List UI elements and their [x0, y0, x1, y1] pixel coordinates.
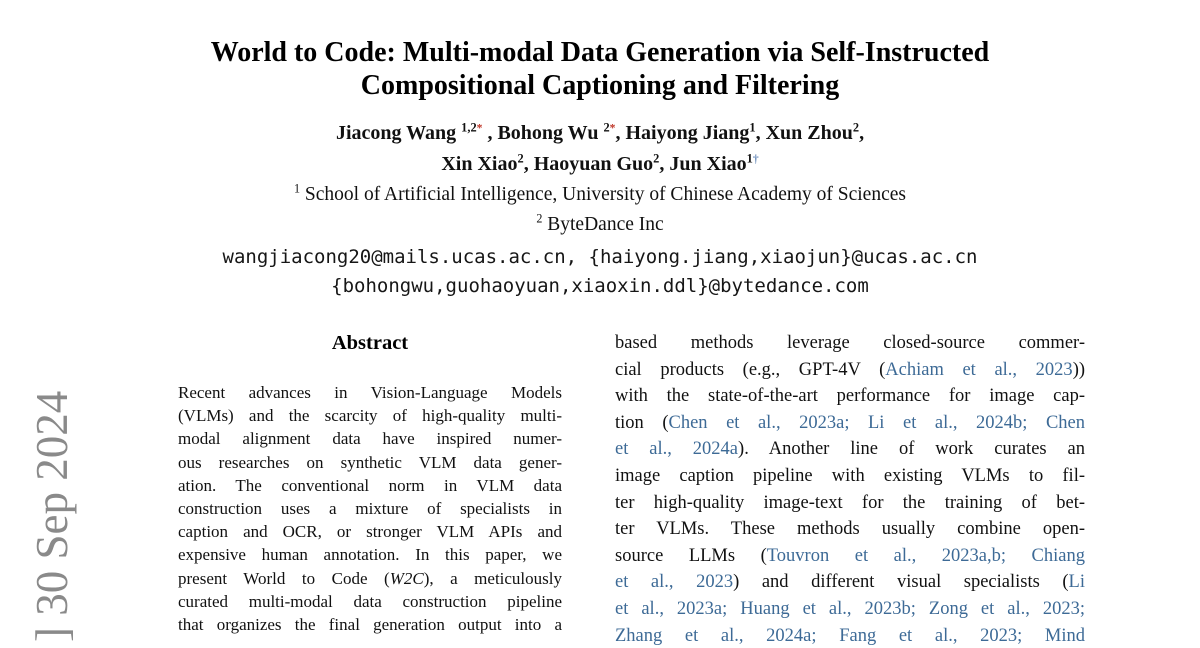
text-segment: Jiacong Wang	[335, 122, 462, 144]
citation-link[interactable]: et al., 2024a	[615, 439, 739, 460]
superscript-marker: 1	[293, 181, 301, 196]
paper-header: World to Code: Multi-modal Data Generati…	[0, 36, 1200, 300]
text-line: expensive human annotation. In this pape…	[178, 543, 562, 566]
text-segment: present World to Code (	[178, 568, 390, 588]
text-line: et al., 2023) and different visual speci…	[615, 569, 1085, 596]
citation-link[interactable]: Zhang et al., 2024a; Fang et al., 2023; …	[615, 625, 1085, 646]
email-line-1: wangjiacong20@mails.ucas.ac.cn, {haiyong…	[222, 246, 978, 268]
citation-link[interactable]: Li	[1068, 572, 1085, 593]
text-segment: ter high-quality image-text for the trai…	[615, 492, 1085, 513]
text-line: ter VLMs. These methods usually combine …	[615, 516, 1085, 543]
text-segment: source LLMs (	[615, 545, 767, 566]
text-line: et al., 2024a). Another line of work cur…	[615, 436, 1085, 463]
text-line: 2 ByteDance Inc	[0, 210, 1200, 240]
text-line: Xin Xiao2, Haoyuan Guo2, Jun Xiao1†	[0, 149, 1200, 180]
text-line: modal alignment data have inspired numer…	[178, 427, 562, 450]
text-line: image caption pipeline with existing VLM…	[615, 463, 1085, 490]
citation-link[interactable]: Touvron et al., 2023a,b; Chiang	[766, 545, 1085, 566]
introduction-column: based methods leverage closed-source com…	[615, 330, 1085, 648]
text-line: (VLMs) and the scarcity of high-quality …	[178, 404, 562, 427]
text-segment: tion (	[615, 412, 669, 433]
arxiv-date-watermark: ] 30 Sep 2024	[27, 390, 77, 642]
italic-text: W2C	[389, 568, 424, 588]
paper-title: World to Code: Multi-modal Data Generati…	[0, 36, 1200, 102]
text-segment: , Xun Zhou	[755, 122, 853, 144]
text-line: present World to Code (W2C), a meticulou…	[178, 567, 562, 590]
paper-title-line-2: Compositional Captioning and Filtering	[360, 70, 840, 101]
text-segment: construction uses a mixture of specialis…	[178, 499, 562, 519]
text-segment: (VLMs) and the scarcity of high-quality …	[178, 406, 562, 426]
text-segment: , Haiyong Jiang	[615, 122, 750, 144]
superscript-marker: 2	[653, 151, 660, 166]
superscript-marker: 2	[603, 120, 610, 135]
superscript-marker: 1	[746, 151, 753, 166]
superscript-marker: 2	[852, 120, 860, 135]
text-segment: ByteDance Inc	[542, 213, 664, 235]
superscript-marker: 2	[517, 151, 524, 166]
text-segment: ), a meticulously	[423, 568, 562, 588]
superscript-marker: 2	[536, 211, 543, 225]
text-segment: Xin Xiao	[441, 153, 518, 175]
text-line: ter high-quality image-text for the trai…	[615, 490, 1085, 517]
footnote-asterisk: *	[476, 121, 483, 135]
citation-link[interactable]: Chen et al., 2023a; Li et al., 2024b; Ch…	[668, 412, 1085, 433]
text-segment: , Jun Xiao	[659, 153, 747, 175]
paper-title-line-1: World to Code: Multi-modal Data Generati…	[210, 37, 990, 68]
text-line: Jiacong Wang 1,2* , Bohong Wu 2*, Haiyon…	[0, 118, 1200, 149]
text-line: et al., 2023a; Huang et al., 2023b; Zong…	[615, 596, 1085, 623]
text-segment: , Haoyuan Guo	[523, 153, 654, 175]
email-block: wangjiacong20@mails.ucas.ac.cn, {haiyong…	[0, 243, 1200, 300]
text-segment: expensive human annotation. In this pape…	[178, 545, 562, 565]
text-line: 1 School of Artificial Intelligence, Uni…	[0, 180, 1200, 210]
citation-link[interactable]: Achiam et al., 2023	[885, 359, 1073, 380]
text-segment: based methods leverage closed-source com…	[615, 333, 1085, 353]
text-line: Recent advances in Vision-Language Model…	[178, 381, 562, 404]
text-segment: School of Artificial Intelligence, Unive…	[300, 184, 906, 205]
text-segment: cial products (e.g., GPT-4V (	[615, 359, 886, 380]
text-line: curated multi-modal data construction pi…	[178, 590, 562, 613]
abstract-body: Recent advances in Vision-Language Model…	[178, 381, 562, 636]
text-segment: with the state-of-the-art performance fo…	[615, 386, 1085, 407]
author-list: Jiacong Wang 1,2* , Bohong Wu 2*, Haiyon…	[0, 118, 1200, 180]
affiliation-list: 1 School of Artificial Intelligence, Uni…	[0, 180, 1200, 239]
text-segment: , Bohong Wu	[482, 122, 604, 144]
text-line: ation. The conventional norm in VLM data	[178, 474, 562, 497]
text-line: based methods leverage closed-source com…	[615, 330, 1085, 357]
text-segment: curated multi-modal data construction pi…	[178, 591, 562, 611]
text-line: that organizes the final generation outp…	[178, 613, 562, 636]
text-line: caption and OCR, or stronger VLM APIs an…	[178, 520, 562, 543]
text-segment: image caption pipeline with existing VLM…	[615, 465, 1085, 486]
email-line-2: {bohongwu,guohaoyuan,xiaoxin.ddl}@byteda…	[331, 274, 869, 297]
footnote-dagger: †	[752, 152, 759, 166]
text-line: Zhang et al., 2024a; Fang et al., 2023; …	[615, 623, 1085, 648]
text-segment: ous researches on synthetic VLM data gen…	[178, 452, 562, 472]
text-line: construction uses a mixture of specialis…	[178, 497, 562, 520]
text-segment: caption and OCR, or stronger VLM APIs an…	[178, 522, 562, 542]
text-segment: ). Another line of work curates an	[738, 439, 1086, 460]
superscript-marker: 1	[749, 120, 756, 135]
citation-link[interactable]: et al., 2023	[615, 572, 734, 593]
text-segment: ter VLMs. These methods usually combine …	[615, 519, 1085, 540]
text-segment: modal alignment data have inspired numer…	[178, 429, 562, 449]
text-line: cial products (e.g., GPT-4V (Achiam et a…	[615, 357, 1085, 384]
footnote-asterisk: *	[609, 121, 616, 135]
superscript-marker: 1,2	[461, 120, 477, 135]
text-segment: ))	[1072, 359, 1086, 380]
text-line: source LLMs (Touvron et al., 2023a,b; Ch…	[615, 543, 1085, 570]
text-line: tion (Chen et al., 2023a; Li et al., 202…	[615, 410, 1085, 437]
text-segment: that organizes the final generation outp…	[178, 615, 562, 635]
text-line: ous researches on synthetic VLM data gen…	[178, 451, 562, 474]
text-segment: ) and different visual specialists (	[733, 572, 1069, 593]
text-segment: Recent advances in Vision-Language Model…	[178, 383, 562, 402]
text-segment: ,	[859, 122, 865, 144]
abstract-section: Abstract Recent advances in Vision-Langu…	[178, 332, 562, 636]
abstract-heading: Abstract	[331, 332, 409, 354]
text-line: with the state-of-the-art performance fo…	[615, 383, 1085, 410]
text-segment: ation. The conventional norm in VLM data	[178, 475, 562, 495]
citation-link[interactable]: et al., 2023a; Huang et al., 2023b; Zong…	[615, 598, 1085, 619]
